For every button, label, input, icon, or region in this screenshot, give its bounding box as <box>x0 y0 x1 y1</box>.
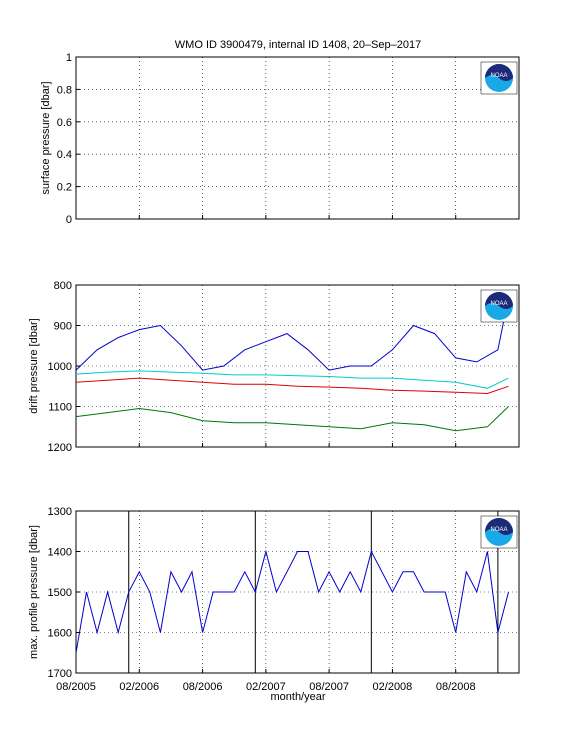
y-tick-label: 1000 <box>48 361 72 373</box>
svg-text:NOAA: NOAA <box>490 527 507 533</box>
y-tick-label: 0.2 <box>57 182 72 194</box>
x-tick-label: 02/2006 <box>119 681 159 693</box>
y-tick-label: 0.8 <box>57 84 72 96</box>
x-axis-label: month/year <box>270 691 325 703</box>
grid-lines <box>76 57 519 219</box>
x-tick-label: 08/2006 <box>183 681 223 693</box>
svg-text:NOAA: NOAA <box>490 301 507 307</box>
y-tick-label: 1100 <box>48 402 72 414</box>
x-tick-label: 08/2007 <box>309 681 349 693</box>
y-tick-label: 1400 <box>48 547 72 559</box>
series-line <box>75 549 509 653</box>
y-tick-labels: 800 900 1000 1100 1200 <box>48 280 80 454</box>
chart-title: WMO ID 3900479, internal ID 1408, 20–Sep… <box>175 39 421 51</box>
svg-text:NOAA: NOAA <box>490 73 507 79</box>
y-tick-label: 1600 <box>48 628 72 640</box>
y-tick-label: 0 <box>66 214 72 226</box>
grid-lines <box>76 285 519 447</box>
series-line <box>75 297 509 371</box>
y-tick-labels: 0 0.2 0.4 0.6 0.8 1 <box>57 52 80 226</box>
x-tick-labels: 08/2005 02/2006 08/2006 02/2007 08/2007 02/20… <box>56 669 476 693</box>
series-layer <box>75 297 509 432</box>
noaa-logo-icon: NOAA <box>480 61 518 95</box>
y-tick-label: 1500 <box>48 587 72 599</box>
x-tick-marks <box>75 443 457 447</box>
series-line <box>75 406 509 432</box>
y-tick-label: 0.6 <box>57 117 72 129</box>
series-line <box>75 370 509 389</box>
y-axis-label: max. profile pressure [dbar] <box>28 525 40 659</box>
noaa-logo-icon: NOAA <box>480 515 518 549</box>
axes-frame <box>75 284 520 448</box>
noaa-logo-icon: NOAA <box>480 289 518 323</box>
series-layer <box>75 549 509 653</box>
x-tick-label: 02/2008 <box>373 681 413 693</box>
panel-surface-pressure: 0 0.2 0.4 0.6 0.8 1 surface pressure [dbar] N… <box>40 52 520 226</box>
y-tick-label: 0.4 <box>57 149 72 161</box>
y-tick-label: 1700 <box>48 668 72 680</box>
y-axis-label: drift pressure [dbar] <box>28 318 40 413</box>
y-tick-label: 1200 <box>48 442 72 454</box>
axes-frame <box>75 56 520 220</box>
x-tick-label: 02/2007 <box>246 681 286 693</box>
y-tick-label: 1300 <box>48 506 72 518</box>
panel-drift-pressure: 800 900 1000 1100 1200 drift pressure [dbar]… <box>28 280 520 454</box>
y-tick-label: 800 <box>54 280 72 292</box>
y-tick-label: 1 <box>66 52 72 64</box>
x-tick-marks <box>75 215 457 219</box>
x-tick-label: 08/2005 <box>56 681 96 693</box>
series-line <box>75 377 509 395</box>
y-tick-labels: 1300 1400 1500 1600 1700 <box>48 506 80 680</box>
x-tick-label: 08/2008 <box>436 681 476 693</box>
y-axis-label: surface pressure [dbar] <box>40 81 52 194</box>
y-tick-label: 900 <box>54 321 72 333</box>
